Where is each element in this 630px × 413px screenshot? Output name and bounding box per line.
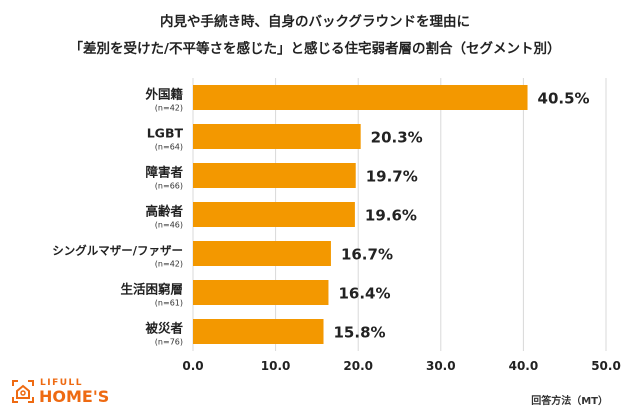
bar: [193, 202, 355, 227]
category-label: LGBT: [147, 126, 184, 141]
chart-title-line-2: 「差別を受けた/不平等さを感じた」と感じる住宅弱者層の割合（セグメント別）: [69, 41, 561, 57]
x-tick-label: 10.0: [261, 359, 291, 373]
sample-size-label: (n=42): [155, 104, 183, 113]
category-label: 障害者: [145, 165, 183, 180]
data-label: 19.7%: [366, 168, 418, 186]
logo-top-text: LIFULL: [40, 378, 84, 388]
bar: [193, 124, 361, 149]
data-label: 40.5%: [538, 90, 590, 108]
category-label: 外国籍: [144, 87, 183, 102]
x-tick-label: 40.0: [509, 359, 539, 373]
sample-size-label: (n=42): [155, 260, 183, 269]
sample-size-label: (n=64): [155, 143, 183, 152]
bar: [193, 85, 528, 110]
category-label: 被災者: [145, 321, 183, 336]
category-label: 高齢者: [145, 204, 183, 219]
logo-bottom-text: HOME'S: [39, 387, 110, 406]
sample-size-label: (n=76): [155, 338, 183, 347]
data-label: 19.6%: [365, 207, 417, 225]
data-label: 15.8%: [334, 324, 386, 342]
x-tick-label: 50.0: [591, 359, 621, 373]
data-label: 16.7%: [341, 246, 393, 264]
house-logo-icon: [12, 380, 34, 403]
data-label: 20.3%: [371, 129, 423, 147]
category-label: シングルマザー/ファザー: [52, 244, 183, 258]
chart-title-line-1: 内見や手続き時、自身のバックグラウンドを理由に: [160, 14, 470, 30]
category-label: 生活困窮層: [120, 282, 183, 297]
x-tick-label: 30.0: [426, 359, 456, 373]
sample-size-label: (n=66): [155, 182, 183, 191]
answer-method-note: 回答方法（MT）: [531, 396, 608, 407]
bar: [193, 280, 329, 305]
bar: [193, 163, 356, 188]
bar: [193, 319, 324, 344]
data-label: 16.4%: [338, 285, 390, 303]
sample-size-label: (n=46): [155, 221, 183, 230]
x-tick-label: 20.0: [343, 359, 373, 373]
sample-size-label: (n=61): [155, 299, 183, 308]
bar: [193, 241, 331, 266]
x-tick-label: 0.0: [182, 359, 203, 373]
